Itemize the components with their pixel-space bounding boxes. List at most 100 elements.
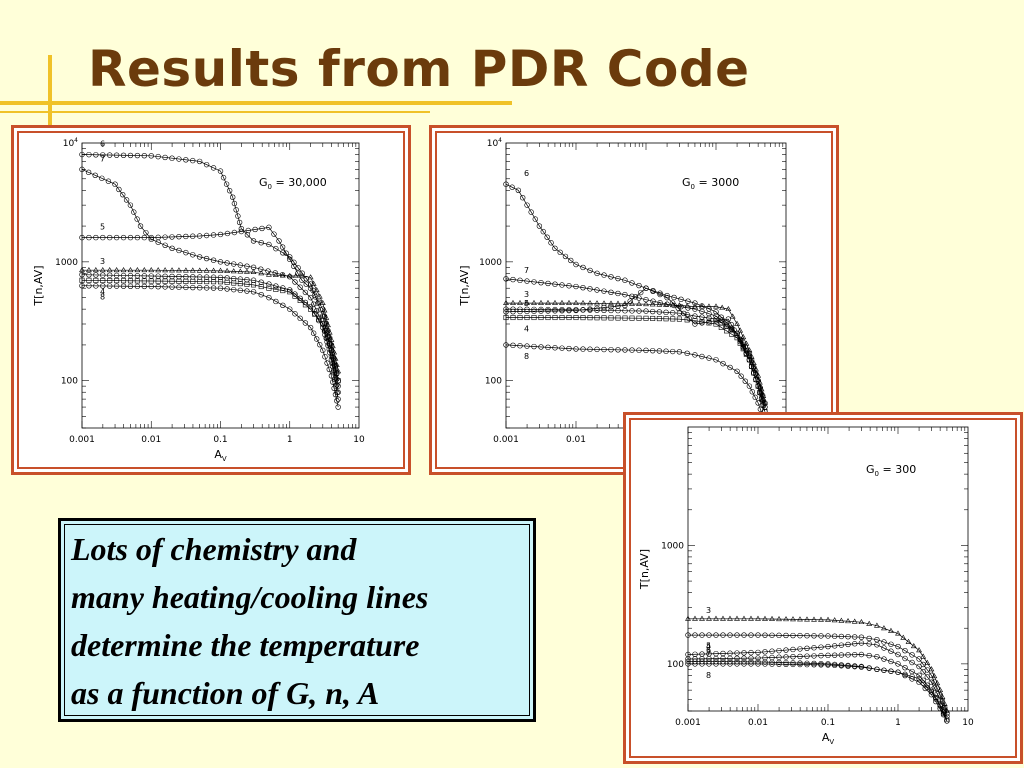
- data-point: [141, 278, 147, 284]
- data-point: [874, 622, 880, 628]
- data-point: [131, 209, 137, 215]
- data-point: [924, 684, 930, 691]
- data-point: [636, 295, 642, 301]
- data-point: [608, 307, 614, 314]
- g0-symbol: G: [682, 176, 691, 189]
- data-point: [762, 649, 768, 655]
- data-point: [545, 308, 551, 314]
- data-point: [316, 293, 323, 299]
- data-point: [79, 283, 85, 289]
- data-point: [676, 349, 683, 355]
- data-point: [538, 306, 544, 313]
- data-point: [325, 342, 331, 349]
- data-point: [790, 646, 796, 653]
- g0-symbol: G: [866, 463, 875, 476]
- data-point: [169, 267, 175, 273]
- data-point: [93, 277, 99, 283]
- note-line: as a function of G, n, A: [71, 675, 380, 711]
- data-point: [238, 226, 245, 232]
- data-point: [825, 616, 831, 622]
- data-point: [719, 317, 725, 323]
- series-label: 7: [706, 648, 711, 657]
- data-point: [852, 651, 858, 658]
- data-point: [250, 238, 257, 244]
- data-point: [121, 278, 127, 284]
- data-point: [762, 655, 768, 661]
- data-point: [852, 663, 858, 670]
- data-point: [528, 209, 534, 215]
- data-point: [746, 383, 753, 389]
- data-point: [552, 315, 558, 321]
- chart-g300: 0.001 0.01 0.1 1 10 1000 100 AV T[n,AV] G0 = 300 3…: [638, 426, 974, 746]
- series-4: 4: [79, 277, 341, 384]
- data-point: [831, 643, 838, 649]
- data-point: [663, 309, 669, 316]
- data-point: [562, 253, 569, 260]
- data-point: [303, 281, 309, 287]
- data-point: [580, 346, 586, 352]
- series-3: 3: [685, 606, 950, 713]
- data-point: [244, 263, 250, 269]
- data-point: [250, 277, 257, 283]
- x-tick-label: 0.001: [69, 435, 95, 445]
- data-point: [804, 660, 810, 666]
- data-point: [283, 250, 289, 256]
- data-point: [266, 294, 272, 301]
- data-point: [313, 287, 320, 293]
- data-point: [155, 278, 161, 284]
- data-point: [113, 272, 120, 279]
- series-label: 8: [100, 293, 105, 302]
- data-point: [503, 342, 509, 348]
- data-point: [818, 644, 824, 650]
- data-point: [838, 633, 845, 640]
- data-point: [331, 385, 337, 391]
- data-point: [331, 349, 338, 355]
- data-point: [888, 668, 894, 674]
- data-point: [231, 261, 237, 267]
- data-point: [279, 272, 286, 278]
- data-point: [217, 259, 224, 265]
- data-point: [741, 661, 747, 667]
- data-point: [685, 615, 691, 621]
- data-point: [615, 300, 621, 306]
- data-point: [538, 344, 544, 350]
- data-point: [236, 219, 243, 226]
- data-point: [231, 200, 238, 207]
- data-point: [524, 306, 530, 313]
- data-point: [852, 641, 858, 647]
- data-point: [169, 234, 175, 240]
- y-tick-label: 100: [61, 377, 78, 387]
- data-point: [515, 187, 522, 193]
- data-point: [629, 280, 635, 286]
- data-point: [148, 236, 154, 242]
- data-point: [182, 267, 189, 273]
- data-point: [503, 299, 509, 305]
- data-point: [266, 241, 272, 248]
- data-point: [176, 284, 182, 290]
- data-point: [580, 284, 586, 291]
- data-point: [845, 652, 851, 658]
- data-point: [203, 267, 210, 273]
- data-point: [743, 351, 749, 357]
- data-point: [749, 363, 755, 369]
- data-point: [804, 661, 810, 668]
- data-point: [629, 293, 635, 300]
- data-point: [116, 186, 122, 193]
- data-point: [727, 655, 733, 662]
- data-point: [328, 353, 335, 360]
- data-point: [113, 234, 120, 241]
- data-point: [566, 307, 572, 313]
- data-point: [895, 669, 901, 675]
- data-point: [280, 285, 286, 291]
- data-point: [86, 272, 92, 278]
- data-point: [874, 653, 880, 660]
- data-point: [601, 346, 607, 353]
- data-point: [197, 274, 203, 280]
- data-point: [169, 284, 175, 290]
- data-point: [790, 653, 796, 660]
- data-point: [307, 281, 314, 287]
- data-point: [669, 301, 676, 308]
- data-point: [141, 234, 148, 241]
- data-point: [741, 632, 747, 638]
- data-point: [931, 673, 938, 679]
